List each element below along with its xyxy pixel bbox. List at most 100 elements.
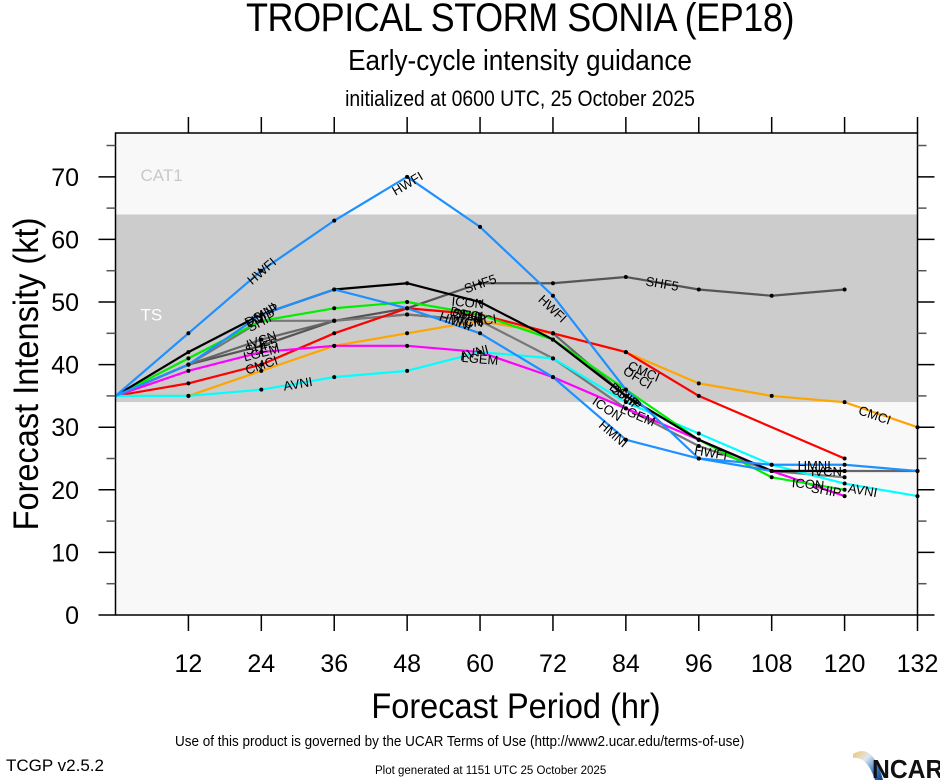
band-ts [115,214,918,403]
point-hmni-84 [623,437,628,442]
y-tick-label-60: 60 [51,226,79,254]
x-tick-label-36: 36 [320,650,348,678]
y-axis-label: Forecast Intensity (kt) [7,218,46,531]
point-ofci-96 [696,393,701,398]
point-ofci-24 [259,362,264,367]
point-hmni-60 [478,331,483,336]
x-tick-label-132: 132 [897,650,939,678]
point-ship-24 [259,318,264,323]
series-label-avni: AVNI [458,342,490,364]
y-tick-label-0: 0 [65,602,79,630]
point-icon-48 [405,312,410,317]
series-label-ship: SHIP [810,480,842,500]
point-cmci-60 [478,318,483,323]
point-hmni-120 [842,462,847,467]
series-label-ship: SHIP [452,305,484,325]
y-tick-label-30: 30 [51,414,79,442]
point-hwfi-24 [259,268,264,273]
point-avni-96 [696,431,701,436]
point-icon-36 [332,318,337,323]
point-lgem-36 [332,343,337,348]
point-ofci-72 [550,331,555,336]
tick-labels: 12 24 36 48 60 72 84 96 108 120 132 0 10 20 30 40 50 60 70 [51,164,938,678]
point-cmci-48 [405,331,410,336]
x-axis-label: Forecast Period (hr) [371,687,660,726]
point-ship-36 [332,306,337,311]
point-shf5-24 [259,343,264,348]
point-ofci-120 [842,456,847,461]
point-hwfi-96 [696,456,701,461]
point-dshp-120 [842,469,847,474]
point-dshp-84 [623,393,628,398]
y-tick-label-20: 20 [51,477,79,505]
band-cat1 [115,133,918,215]
series-label-ofci: OFCI [452,306,484,324]
point-hmni-36 [332,287,337,292]
point-hmni-24 [259,312,264,317]
y-tick-label-40: 40 [51,352,79,380]
point-ofci-12 [186,381,191,386]
band-label-cat1: CAT1 [141,166,183,185]
point-hmni-108 [769,462,774,467]
y-tick-label-10: 10 [51,539,79,567]
chart-title: TROPICAL STORM SONIA (EP18) [246,0,794,40]
ncar-logo-swoosh [853,751,883,780]
point-ship-60 [478,312,483,317]
point-dshp-96 [696,437,701,442]
point-shf5-108 [769,293,774,298]
point-ship-120 [842,487,847,492]
point-hwfi-12 [186,331,191,336]
point-lgem-12 [186,368,191,373]
point-lgem-120 [842,494,847,499]
point-shf5-96 [696,287,701,292]
point-hmni-72 [550,375,555,380]
series-label-hmni: HMNI [798,458,831,473]
point-avni-12 [186,393,191,398]
band-labels: TS CAT1 [141,166,183,324]
point-cmci-24 [259,368,264,373]
point-cmci-120 [842,400,847,405]
series-label-avni: AVNI [282,374,314,394]
point-ship-48 [405,300,410,305]
point-shf5-72 [550,281,555,286]
x-tick-label-24: 24 [247,650,275,678]
point-hwfi-108 [769,469,774,474]
point-shf5-84 [623,274,628,279]
version-label: TCGP v2.5.2 [6,756,104,775]
x-tick-label-120: 120 [824,650,866,678]
point-icon-120 [842,475,847,480]
intensity-bands [115,133,918,615]
series-label-shf5: SHF5 [645,274,680,294]
point-icon-96 [696,443,701,448]
point-hwfi-60 [478,224,483,229]
point-hwfi-36 [332,218,337,223]
point-hwfi-48 [405,174,410,179]
point-dshp-12 [186,350,191,355]
series-points [186,174,920,499]
x-tick-label-60: 60 [466,650,494,678]
ncar-logo-text: NCAR [872,755,940,780]
series-label-lgem: LGEM [461,350,499,368]
ncar-logo: NCAR [853,751,940,780]
plot-frame [114,132,919,616]
init-time-line: initialized at 0600 UTC, 25 October 2025 [345,86,695,111]
point-lgem-24 [259,350,264,355]
x-tick-label-12: 12 [175,650,203,678]
point-lgem-48 [405,343,410,348]
x-tick-label-96: 96 [685,650,713,678]
y-tick-label-50: 50 [51,289,79,317]
x-tick-label-108: 108 [751,650,793,678]
series-line-hwfi [114,175,772,473]
series-label-hwfi: HWFI [693,443,728,463]
point-avni-84 [623,400,628,405]
point-hwfi-72 [550,293,555,298]
x-tick-label-48: 48 [393,650,421,678]
point-ship-12 [186,356,191,361]
series-line-ofci [115,307,846,460]
point-hmni-48 [405,306,410,311]
series-label-icon: ICON [791,475,825,493]
axes [98,117,935,631]
band-label-ts: TS [141,305,163,324]
point-shf5-120 [842,287,847,292]
